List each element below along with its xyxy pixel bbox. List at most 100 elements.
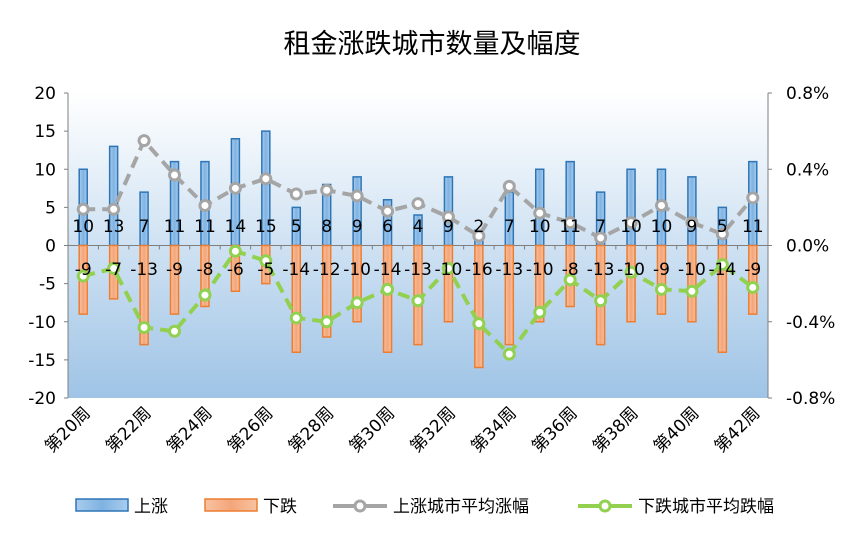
bar-down-label: -10 — [678, 260, 706, 280]
avg-fall-point — [289, 311, 303, 325]
bar-down-label: -16 — [465, 260, 493, 280]
bar-up-label: 14 — [225, 217, 247, 237]
bar-down-label: -8 — [196, 260, 213, 280]
bar-down — [139, 244, 149, 346]
avg-fall-point — [746, 280, 760, 294]
avg-rise-point — [228, 181, 242, 195]
data-labels: 10 13 7 11 11 14 15 5 8 9 6 4 9 2 7 10 11 7 10 10 9 5 11-9 -7 -1… — [72, 217, 763, 280]
bar-up-label: 8 — [321, 217, 332, 237]
x-tick-label: 第36周 — [528, 403, 581, 456]
avg-rise-point — [137, 134, 151, 148]
avg-rise-point — [76, 202, 90, 216]
avg-fall-point — [563, 273, 577, 287]
avg-rise-point — [198, 198, 212, 212]
bar-down-label: -5 — [257, 260, 274, 280]
bar-up-label: 9 — [686, 217, 697, 237]
avg-fall-point — [624, 265, 638, 279]
bar-down-label: -10 — [526, 260, 554, 280]
avg-rise-point — [350, 189, 364, 203]
avg-fall-point — [472, 317, 486, 331]
x-tick-label: 第30周 — [346, 403, 399, 456]
bar-down-label: -13 — [404, 260, 432, 280]
bar-down-label: -9 — [166, 260, 183, 280]
bar-down — [382, 244, 393, 353]
legend-swatch-down — [204, 498, 258, 512]
bar-up-label: 5 — [291, 217, 302, 237]
left-tick-label: 10 — [34, 160, 56, 180]
avg-rise-point — [624, 216, 638, 230]
bar-down — [321, 244, 332, 338]
bar-up-label: 6 — [382, 217, 393, 237]
bar-down-label: -14 — [708, 260, 736, 280]
bar-down — [656, 244, 667, 315]
avg-fall-point — [594, 294, 608, 308]
avg-rise-point — [168, 168, 182, 182]
bar-down — [748, 244, 758, 315]
bar-down-label: -8 — [562, 260, 579, 280]
bar-down — [443, 244, 454, 323]
x-tick-label: 第38周 — [589, 403, 642, 456]
left-tick-label: 0 — [45, 237, 56, 257]
avg-rise-point — [715, 227, 729, 241]
right-tick-label: -0.4% — [786, 313, 835, 333]
legend-marker-avg-rise — [353, 499, 367, 513]
avg-fall-point — [381, 282, 395, 296]
avg-fall-point — [502, 347, 516, 361]
x-tick-label: 第22周 — [102, 403, 155, 456]
avg-fall-point — [76, 269, 90, 283]
avg-rise-point — [746, 191, 760, 205]
bar-down — [169, 244, 180, 315]
avg-rise-point — [685, 216, 699, 230]
legend-label-up: 上涨 — [134, 497, 168, 517]
bar-down-label: -6 — [227, 260, 244, 280]
avg-rise-point — [411, 197, 425, 211]
legend-marker-avg-fall — [598, 499, 612, 513]
right-tick-label: 0.0% — [786, 237, 829, 257]
avg-fall-point — [107, 261, 121, 275]
x-tick-label: 第42周 — [711, 403, 764, 456]
avg-rise-point — [107, 202, 121, 216]
x-tick-label: 第28周 — [285, 403, 338, 456]
avg-fall-point — [168, 324, 182, 338]
bar-down — [504, 244, 515, 346]
bar-up-label: 4 — [413, 217, 424, 237]
bar-down-label: -13 — [587, 260, 615, 280]
bar-down-label: -7 — [105, 260, 122, 280]
bar-up-label: 9 — [443, 217, 454, 237]
bar-down — [352, 244, 362, 323]
legend-swatch-up — [75, 498, 129, 512]
x-tick-label: 第32周 — [406, 403, 459, 456]
bar-down — [687, 244, 697, 323]
bar-up-label: 13 — [103, 217, 125, 237]
bar-down — [200, 244, 210, 308]
left-tick-label: 20 — [34, 84, 56, 104]
bar-down-label: -10 — [435, 260, 463, 280]
bar-up-label: 10 — [72, 217, 94, 237]
bar-up-label: 11 — [742, 217, 764, 237]
bar-down-label: -13 — [495, 260, 523, 280]
bar-up-label: 7 — [504, 217, 515, 237]
bar-up-label: 10 — [529, 217, 551, 237]
bar-down — [717, 244, 728, 353]
bar-up-label: 7 — [139, 217, 150, 237]
avg-fall-point — [411, 294, 425, 308]
avg-fall-point — [228, 244, 242, 258]
bar-up-label: 10 — [620, 217, 642, 237]
bar-down-label: -10 — [343, 260, 371, 280]
bar-up-label: 10 — [651, 217, 673, 237]
avg-fall-point — [320, 315, 334, 329]
bar-down-label: -14 — [374, 260, 402, 280]
right-tick-label: 0.8% — [786, 84, 829, 104]
avg-fall-point — [654, 282, 668, 296]
x-tick-label: 第24周 — [163, 403, 216, 456]
bar-down-label: -9 — [653, 260, 670, 280]
right-tick-label: -0.8% — [786, 389, 835, 409]
avg-rise-point — [502, 179, 516, 193]
avg-fall-point — [350, 296, 364, 310]
avg-rise-point — [381, 204, 395, 218]
avg-fall-point — [715, 258, 729, 272]
bar-up-label: 15 — [255, 217, 277, 237]
x-tick-label: 第20周 — [41, 403, 94, 456]
